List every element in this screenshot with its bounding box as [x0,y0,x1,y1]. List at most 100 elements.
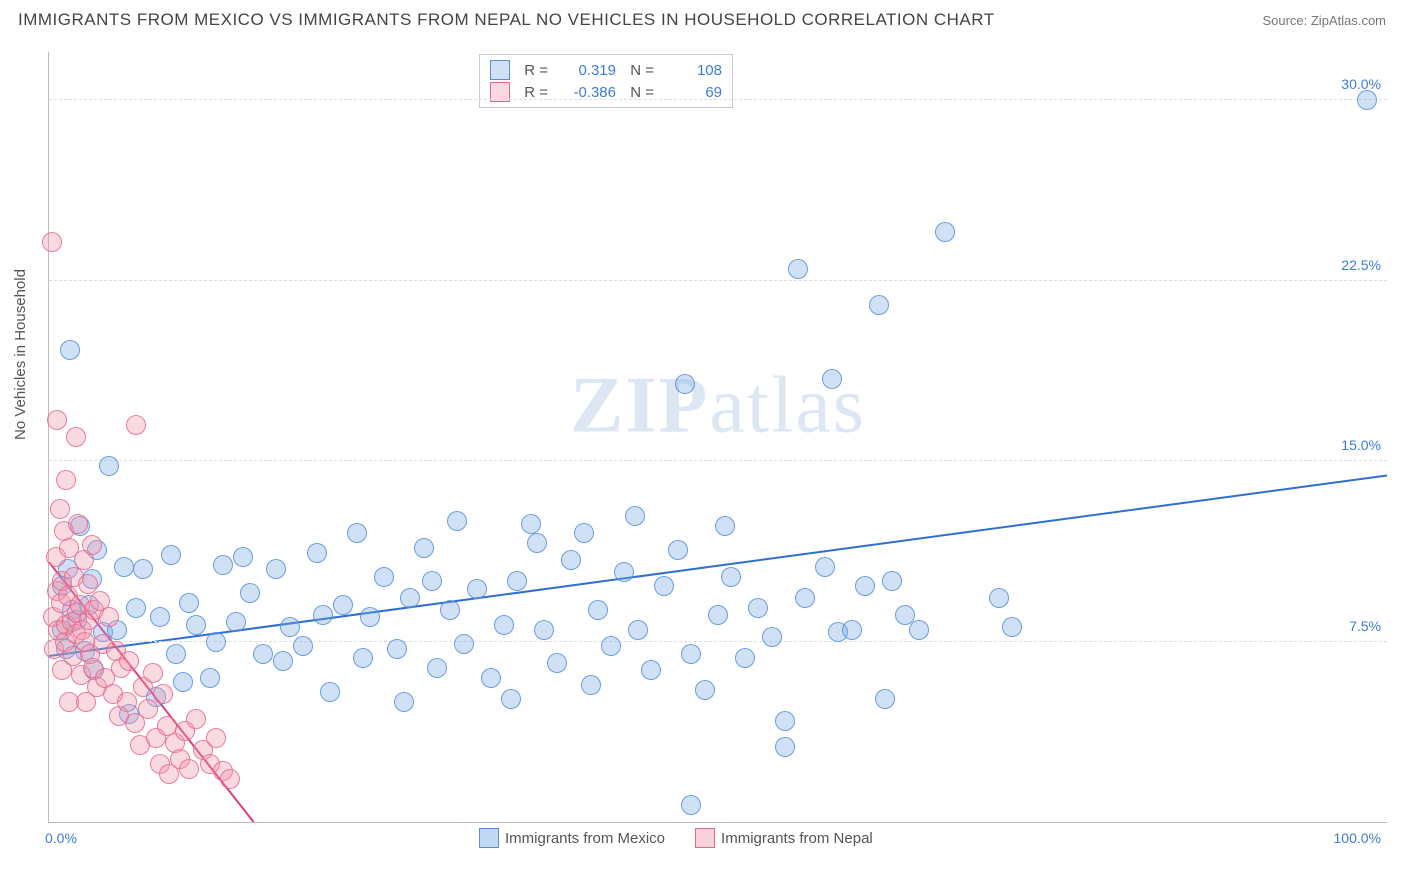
data-point [775,711,795,731]
data-point [179,759,199,779]
source-label: Source: ZipAtlas.com [1262,13,1386,28]
legend-swatch [490,60,510,80]
legend-label: Immigrants from Mexico [505,830,665,847]
data-point [220,769,240,789]
data-point [56,470,76,490]
data-point [307,543,327,563]
data-point [527,533,547,553]
data-point [333,595,353,615]
data-point [42,232,62,252]
data-point [374,567,394,587]
data-point [427,658,447,678]
data-point [280,617,300,637]
data-point [117,692,137,712]
data-point [641,660,661,680]
legend-swatch [479,828,499,848]
data-point [320,682,340,702]
data-point [534,620,554,640]
data-point [414,538,434,558]
data-point [206,632,226,652]
data-point [935,222,955,242]
data-point [735,648,755,668]
data-point [574,523,594,543]
data-point [1357,90,1377,110]
x-tick-label: 100.0% [1334,830,1381,846]
data-point [675,374,695,394]
data-point [313,605,333,625]
data-point [842,620,862,640]
data-point [681,795,701,815]
data-point [668,540,688,560]
n-value: 69 [662,84,722,101]
data-point [68,514,88,534]
legend-label: Immigrants from Nepal [721,830,873,847]
data-point [721,567,741,587]
data-point [869,295,889,315]
data-point [114,557,134,577]
data-point [547,653,567,673]
data-point [481,668,501,688]
gridline [49,641,1387,642]
data-point [909,620,929,640]
data-point [989,588,1009,608]
data-point [266,559,286,579]
legend-item: Immigrants from Mexico [479,828,665,848]
data-point [601,636,621,656]
data-point [708,605,728,625]
data-point [206,728,226,748]
data-point [50,499,70,519]
legend-item: Immigrants from Nepal [695,828,873,848]
data-point [614,562,634,582]
data-point [387,639,407,659]
data-point [153,684,173,704]
trend-lines [49,52,1387,822]
data-point [628,620,648,640]
data-point [507,571,527,591]
data-point [126,598,146,618]
data-point [748,598,768,618]
data-point [150,607,170,627]
y-tick-label: 7.5% [1349,618,1381,634]
data-point [762,627,782,647]
data-point [715,516,735,536]
data-point [82,535,102,555]
data-point [233,547,253,567]
data-point [60,340,80,360]
r-label: R = [518,62,548,79]
data-point [695,680,715,700]
chart-title: IMMIGRANTS FROM MEXICO VS IMMIGRANTS FRO… [18,10,995,30]
y-tick-label: 22.5% [1341,257,1381,273]
data-point [99,456,119,476]
r-value: -0.386 [556,84,616,101]
data-point [422,571,442,591]
data-point [179,593,199,613]
data-point [226,612,246,632]
data-point [501,689,521,709]
data-point [521,514,541,534]
r-value: 0.319 [556,62,616,79]
data-point [213,555,233,575]
y-tick-label: 15.0% [1341,437,1381,453]
data-point [161,545,181,565]
data-point [126,415,146,435]
data-point [47,410,67,430]
data-point [186,615,206,635]
data-point [400,588,420,608]
data-point [347,523,367,543]
gridline [49,280,1387,281]
n-value: 108 [662,62,722,79]
series-legend: Immigrants from Mexico Immigrants from Ne… [479,828,873,848]
data-point [66,427,86,447]
data-point [353,648,373,668]
data-point [186,709,206,729]
data-point [447,511,467,531]
data-point [795,588,815,608]
trend-line [49,476,1387,656]
data-point [360,607,380,627]
data-point [875,689,895,709]
data-point [133,559,153,579]
data-point [273,651,293,671]
data-point [882,571,902,591]
data-point [166,644,186,664]
data-point [119,651,139,671]
